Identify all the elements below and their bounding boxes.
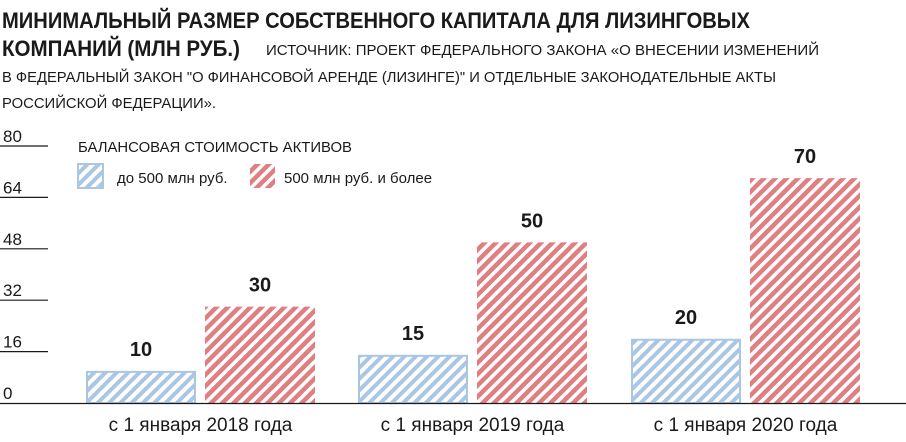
x-axis-labels: с 1 января 2018 года с 1 января 2019 года… — [109, 415, 838, 436]
bar — [631, 338, 741, 404]
x-tick-label: с 1 января 2020 года — [654, 415, 838, 436]
source-line1: ИСТОЧНИК: ПРОЕКТ ФЕДЕРАЛЬНОГО ЗАКОНА «О … — [266, 41, 819, 59]
bar — [750, 178, 860, 403]
chart-title-line2: КОМПАНИЙ (МЛН РУБ.) — [2, 36, 240, 61]
y-tick-label: 64 — [3, 178, 22, 197]
data-label: 50 — [521, 210, 543, 232]
y-tick-label: 0 — [3, 384, 12, 403]
chart-title-line1: МИНИМАЛЬНЫЙ РАЗМЕР СОБСТВЕННОГО КАПИТАЛА… — [2, 8, 750, 33]
legend: до 500 млн руб. 500 млн руб. и более — [77, 163, 432, 189]
legend-swatch-blue — [77, 163, 104, 189]
legend-label-0: до 500 млн руб. — [117, 170, 228, 187]
legend-swatch-red — [250, 164, 275, 188]
bar — [205, 306, 315, 403]
x-tick-label: с 1 января 2019 года — [381, 415, 565, 436]
bar — [358, 354, 468, 404]
y-tick-label: 48 — [3, 230, 22, 249]
y-axis: 0 16 32 48 64 80 — [0, 127, 48, 403]
bar — [86, 370, 196, 404]
bar — [477, 242, 587, 403]
legend-label-1: 500 млн руб. и более — [284, 170, 432, 187]
y-tick-label: 80 — [3, 127, 22, 146]
y-tick-label: 16 — [3, 333, 22, 352]
x-tick-label: с 1 января 2018 года — [109, 415, 293, 436]
y-tick-label: 32 — [3, 281, 22, 300]
bars: 10 30 15 50 20 70 — [86, 146, 860, 404]
source-line2: В ФЕДЕРАЛЬНЫЙ ЗАКОН "О ФИНАНСОВОЙ АРЕНДЕ… — [2, 68, 776, 86]
data-label: 10 — [130, 339, 152, 361]
legend-title: БАЛАНСОВАЯ СТОИМОСТЬ АКТИВОВ — [78, 139, 352, 156]
source-line3: РОССИЙСКОЙ ФЕДЕРАЦИИ». — [2, 94, 216, 112]
data-label: 15 — [402, 323, 424, 345]
data-label: 20 — [675, 307, 697, 329]
data-label: 70 — [794, 146, 816, 168]
data-label: 30 — [249, 275, 271, 297]
